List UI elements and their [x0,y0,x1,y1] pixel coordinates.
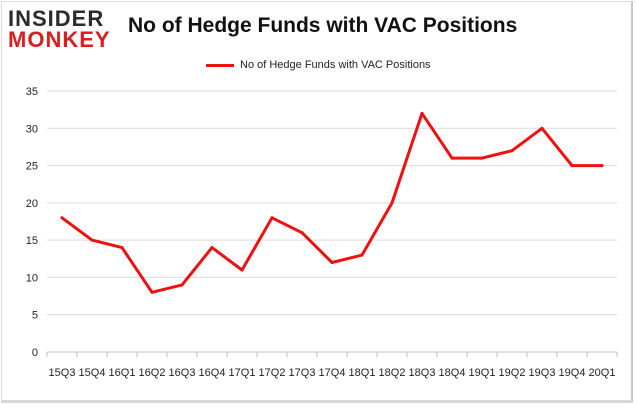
data-point [180,283,184,287]
y-tick-label: 35 [26,86,38,98]
data-point [510,149,514,153]
x-tick-label: 16Q3 [169,367,196,379]
data-point [270,216,274,220]
x-tick-label: 19Q2 [499,367,526,379]
data-point [420,111,424,115]
logo-text-top: INSIDER [8,6,105,31]
y-tick-label: 5 [32,310,38,322]
x-tick-label: 17Q3 [289,367,316,379]
data-point [390,201,394,205]
x-tick-label: 17Q2 [259,367,286,379]
x-tick-label: 18Q4 [439,367,466,379]
x-tick-label: 20Q1 [589,367,616,379]
x-tick-label: 18Q2 [379,367,406,379]
data-point [240,268,244,272]
data-point [120,246,124,250]
data-point [210,246,214,250]
data-point [450,156,454,160]
x-tick-label: 16Q2 [139,367,166,379]
chart-legend: No of Hedge Funds with VAC Positions [206,57,431,73]
data-point [540,126,544,130]
y-tick-label: 25 [26,161,38,173]
x-tick-label: 18Q1 [349,367,376,379]
x-tick-label: 17Q1 [229,367,256,379]
logo-text-bottom: MONKEY [8,27,111,52]
y-tick-label: 30 [26,123,38,135]
data-point [360,253,364,257]
legend-label: No of Hedge Funds with VAC Positions [240,59,431,71]
x-tick-label: 19Q3 [529,367,556,379]
chart-title: No of Hedge Funds with VAC Positions [128,14,518,37]
x-tick-label: 18Q3 [409,367,436,379]
x-tick-label: 19Q1 [469,367,496,379]
x-tick-label: 16Q4 [199,367,226,379]
y-tick-label: 20 [26,198,38,210]
x-tick-label: 17Q4 [319,367,346,379]
data-point [570,164,574,168]
x-tick-label: 15Q3 [49,367,76,379]
insider-monkey-logo: INSIDER MONKEY [8,8,116,52]
data-point [90,238,94,242]
data-point [150,290,154,294]
data-point [60,216,64,220]
y-tick-label: 15 [26,235,38,247]
x-tick-label: 15Q4 [79,367,106,379]
data-point [600,164,604,168]
x-tick-label: 19Q4 [559,367,586,379]
data-point [300,231,304,235]
data-point [480,156,484,160]
legend-line-swatch [206,63,234,67]
chart-frame [1,1,633,403]
y-tick-label: 0 [32,347,38,359]
data-point [330,261,334,265]
y-tick-label: 10 [26,272,38,284]
x-tick-label: 16Q1 [109,367,136,379]
